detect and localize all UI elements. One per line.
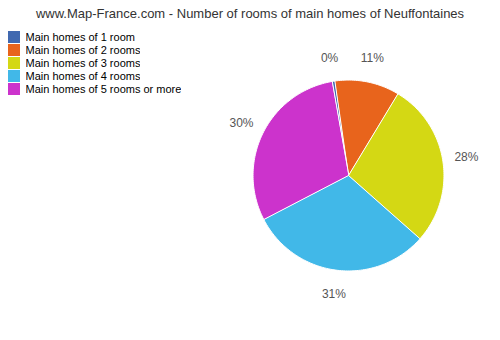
html-text:Main homes of 5 rooms or more: Main homes of 5 rooms or more	[25, 83, 182, 95]
svg-text:0%: 0%	[321, 51, 339, 65]
html-text:Main homes of 4 rooms: Main homes of 4 rooms	[25, 70, 141, 82]
svg-text:30%: 30%	[229, 116, 253, 130]
html-text:Main homes of 1 room: Main homes of 1 room	[25, 31, 135, 43]
html-text:Main homes of 2 rooms: Main homes of 2 rooms	[25, 44, 141, 56]
svg-text:28%: 28%	[454, 150, 478, 164]
html-text:www.Map-France.com - Number of: www.Map-France.com - Number of rooms of …	[35, 6, 465, 21]
html-text:Main homes of 3 rooms: Main homes of 3 rooms	[25, 57, 141, 69]
svg-text:11%: 11%	[361, 51, 384, 65]
svg-text:31%: 31%	[322, 287, 346, 301]
